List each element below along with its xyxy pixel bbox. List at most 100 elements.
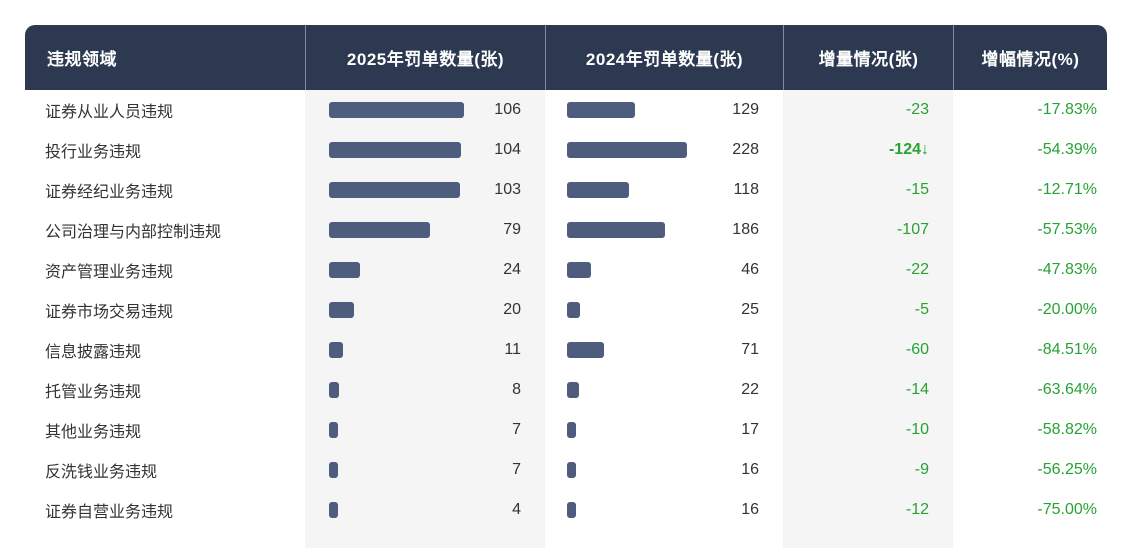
delta-value: -107 — [783, 210, 953, 250]
bar-2025 — [329, 142, 462, 158]
table-row: 证券市场交易违规 20 25 -5 -20.00% — [25, 290, 1107, 330]
violation-area-label: 证券从业人员违规 — [45, 104, 174, 121]
value-2024: 228 — [732, 141, 759, 158]
value-2024: 25 — [741, 301, 759, 318]
cell-2024-count: 186 — [545, 210, 783, 250]
bar-2025 — [329, 462, 338, 478]
value-2025: 4 — [512, 501, 521, 518]
bar-2025 — [329, 182, 461, 198]
bar-2024 — [567, 262, 592, 278]
table-row: 托管业务违规 8 22 -14 -63.64% — [25, 370, 1107, 410]
table-row: 反洗钱业务违规 7 16 -9 -56.25% — [25, 450, 1107, 490]
delta-number: -23 — [905, 101, 929, 118]
table-row: 资产管理业务违规 24 46 -22 -47.83% — [25, 250, 1107, 290]
bar-2024 — [567, 102, 635, 118]
cell-2024-count: 228 — [545, 130, 783, 170]
cell-2025-count: 104 — [305, 130, 545, 170]
delta-number: -22 — [905, 261, 929, 278]
column-header-pct-change: 增幅情况(%) — [953, 25, 1107, 90]
bar-2024 — [567, 462, 576, 478]
value-2025: 79 — [503, 221, 521, 238]
bar-2025 — [329, 382, 340, 398]
pct-change-value: -17.83% — [1037, 101, 1097, 118]
bar-2025 — [329, 302, 355, 318]
delta-number: -107 — [896, 221, 929, 238]
bar-2025 — [329, 262, 360, 278]
filler-cell — [305, 530, 545, 548]
pct-change-value: -75.00% — [1037, 501, 1097, 518]
value-2024: 22 — [741, 381, 759, 398]
value-2024: 118 — [733, 181, 759, 198]
delta-number: -15 — [905, 181, 929, 198]
cell-2024-count: 16 — [545, 490, 783, 530]
pct-change-value: -20.00% — [1037, 301, 1097, 318]
pct-change-value: -58.82% — [1037, 421, 1097, 438]
bar-2025 — [329, 102, 464, 118]
delta-number: -9 — [914, 461, 929, 478]
cell-2025-count: 11 — [305, 330, 545, 370]
violation-area-label: 投行业务违规 — [45, 144, 142, 161]
violation-area-label: 证券自营业务违规 — [45, 504, 174, 521]
bar-2024 — [567, 422, 576, 438]
cell-2025-count: 103 — [305, 170, 545, 210]
cell-2025-count: 8 — [305, 370, 545, 410]
value-2025: 24 — [503, 261, 521, 278]
bar-2024 — [567, 182, 630, 198]
bar-2024 — [567, 342, 605, 358]
value-2025: 8 — [512, 381, 521, 398]
table-header-row: 违规领域 2025年罚单数量(张) 2024年罚单数量(张) 增量情况(张) 增… — [25, 25, 1107, 90]
bar-2025 — [329, 502, 338, 518]
violation-area-label: 托管业务违规 — [45, 384, 142, 401]
bar-2024 — [567, 382, 579, 398]
cell-2025-count: 79 — [305, 210, 545, 250]
column-header-delta: 增量情况(张) — [783, 25, 953, 90]
pct-change-value: -12.71% — [1037, 181, 1097, 198]
violation-area-label: 其他业务违规 — [45, 424, 142, 441]
pct-change-value: -47.83% — [1037, 261, 1097, 278]
value-2024: 16 — [741, 461, 759, 478]
cell-2025-count: 106 — [305, 90, 545, 130]
delta-value: -5 — [783, 290, 953, 330]
table-row: 证券从业人员违规 106 129 -23 -17.83% — [25, 90, 1107, 130]
table-row: 公司治理与内部控制违规 79 186 -107 -57.53% — [25, 210, 1107, 250]
value-2024: 17 — [741, 421, 759, 438]
violation-area-label: 资产管理业务违规 — [45, 264, 174, 281]
cell-2024-count: 25 — [545, 290, 783, 330]
table-row: 证券经纪业务违规 103 118 -15 -12.71% — [25, 170, 1107, 210]
delta-number: -12 — [905, 501, 929, 518]
filler-cell — [953, 530, 1107, 548]
bar-2024 — [567, 302, 581, 318]
bar-2024 — [567, 502, 576, 518]
cell-2025-count: 7 — [305, 410, 545, 450]
cell-2025-count: 24 — [305, 250, 545, 290]
pct-change-value: -57.53% — [1037, 221, 1097, 238]
violation-area-label: 信息披露违规 — [45, 344, 142, 361]
value-2025: 11 — [504, 341, 521, 358]
delta-number: -10 — [905, 421, 929, 438]
pct-change-value: -63.64% — [1037, 381, 1097, 398]
delta-number: -14 — [905, 381, 929, 398]
column-header-2025-count: 2025年罚单数量(张) — [305, 25, 545, 90]
bar-2024 — [567, 142, 687, 158]
violation-area-label: 公司治理与内部控制违规 — [45, 224, 222, 241]
penalty-comparison-table: 违规领域 2025年罚单数量(张) 2024年罚单数量(张) 增量情况(张) 增… — [25, 25, 1107, 548]
bar-2025 — [329, 342, 343, 358]
delta-value: -10 — [783, 410, 953, 450]
violation-area-label: 反洗钱业务违规 — [45, 464, 158, 481]
value-2024: 186 — [732, 221, 759, 238]
down-arrow-icon: ↓ — [921, 141, 929, 158]
cell-2024-count: 118 — [545, 170, 783, 210]
delta-value: -23 — [783, 90, 953, 130]
delta-value: -14 — [783, 370, 953, 410]
delta-value: -9 — [783, 450, 953, 490]
delta-value: -22 — [783, 250, 953, 290]
cell-2024-count: 22 — [545, 370, 783, 410]
table-row: 其他业务违规 7 17 -10 -58.82% — [25, 410, 1107, 450]
value-2024: 129 — [732, 101, 759, 118]
pct-change-value: -56.25% — [1037, 461, 1097, 478]
table-row: 信息披露违规 11 71 -60 -84.51% — [25, 330, 1107, 370]
cell-2024-count: 129 — [545, 90, 783, 130]
value-2025: 20 — [503, 301, 521, 318]
value-2025: 106 — [494, 101, 521, 118]
value-2024: 46 — [741, 261, 759, 278]
